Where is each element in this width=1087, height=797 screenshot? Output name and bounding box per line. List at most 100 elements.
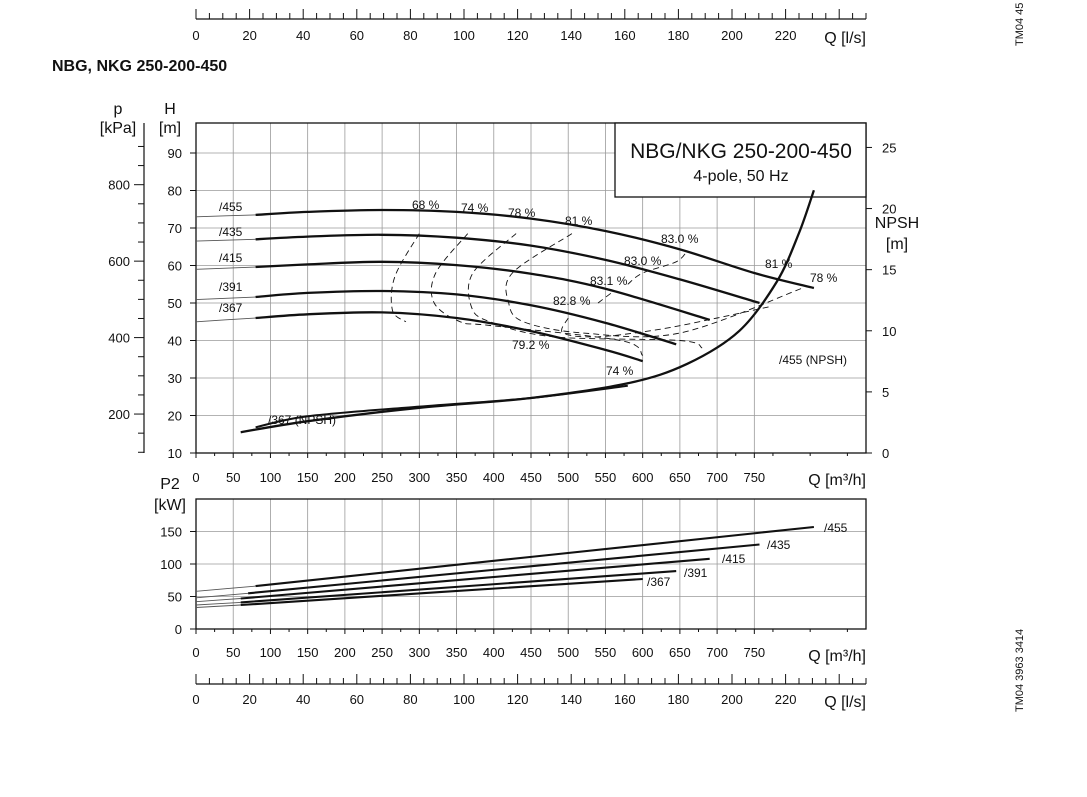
ls-top-tick-label-20: 20	[242, 28, 256, 43]
npsh-tick-label-10: 10	[882, 324, 896, 339]
power-y-tick-label-150: 150	[160, 525, 182, 540]
ls-bottom-tick-label-20: 20	[242, 692, 256, 707]
head-x-axis-label: Q [m³/h]	[808, 472, 866, 489]
head-chart: 0 50 100 150 200 250 300 350 400 450 500 550 600 650 7…	[100, 101, 919, 489]
power-x-tick-label-450: 450	[520, 645, 542, 660]
ls-top-tick-label-120: 120	[507, 28, 529, 43]
ls-top-tick-label-200: 200	[721, 28, 743, 43]
power-curve-415	[240, 557, 710, 600]
power-axis-symbol: P2	[160, 476, 180, 493]
head-x-tick-label-550: 550	[595, 470, 617, 485]
ls-top-tick-label-80: 80	[403, 28, 417, 43]
head-curve-391	[255, 289, 677, 346]
power-x-tick-label-550: 550	[595, 645, 617, 660]
power-curve-label-455: /455	[824, 521, 848, 535]
head-curve-extension-455	[195, 214, 256, 218]
ls-top-tick-label-60: 60	[350, 28, 364, 43]
head-x-tick-label-450: 450	[520, 470, 542, 485]
power-curve-367	[240, 577, 643, 607]
ls-bottom-tick-label-180: 180	[668, 692, 690, 707]
h-tick-label-70: 70	[168, 221, 182, 236]
efficiency-label-81-3: 81 %	[565, 214, 593, 228]
efficiency-label-78-2: 78 %	[508, 206, 536, 220]
efficiency-contour-78	[467, 233, 703, 349]
p-axis-symbol: p	[114, 101, 123, 118]
head-curve-label-435: /435	[219, 225, 243, 239]
power-x-tick-label-300: 300	[408, 645, 430, 660]
npsh-tick-label-15: 15	[882, 263, 896, 278]
npsh-curve-label-367: /367 (NPSH)	[268, 413, 336, 427]
ls-top-tick-label-140: 140	[560, 28, 582, 43]
power-y-tick-label-100: 100	[160, 557, 182, 572]
head-x-tick-label-750: 750	[743, 470, 765, 485]
ls-bottom-tick-label-60: 60	[350, 692, 364, 707]
power-curve-455	[255, 525, 815, 588]
head-curve-label-391: /391	[219, 280, 243, 294]
ls-bottom-tick-label-0: 0	[192, 692, 199, 707]
h-tick-label-80: 80	[168, 184, 182, 199]
power-curve-label-435: /435	[767, 538, 791, 552]
npsh-curve-455-npsh	[240, 189, 815, 434]
power-curve-391	[240, 570, 677, 604]
ls-top-tick-label-100: 100	[453, 28, 475, 43]
power-y-tick-label-0: 0	[175, 622, 182, 637]
power-x-tick-label-50: 50	[226, 645, 240, 660]
power-curve-label-391: /391	[684, 566, 708, 580]
power-x-tick-label-650: 650	[669, 645, 691, 660]
ls-top-tick-label-180: 180	[668, 28, 690, 43]
power-x-tick-label-250: 250	[371, 645, 393, 660]
power-curve-extension-435	[195, 592, 249, 599]
head-x-tick-label-150: 150	[297, 470, 319, 485]
p-tick-label-200: 200	[108, 407, 130, 422]
efficiency-label-83-0-5: 83.0 %	[624, 254, 662, 268]
power-curve-label-367: /367	[647, 575, 671, 589]
power-curve-extension-415	[195, 598, 241, 603]
power-x-axis-label: Q [m³/h]	[808, 648, 866, 665]
head-curve-label-367: /367	[219, 301, 243, 315]
head-x-tick-label-500: 500	[557, 470, 579, 485]
p-axis-unit: [kPa]	[100, 120, 136, 137]
head-curve-435	[255, 233, 760, 305]
ls-top-axis-label: Q [l/s]	[824, 30, 866, 47]
h-tick-label-60: 60	[168, 259, 182, 274]
ls-bottom-tick-label-220: 220	[775, 692, 797, 707]
head-x-tick-label-650: 650	[669, 470, 691, 485]
head-curve-455	[255, 208, 815, 290]
head-x-tick-label-200: 200	[334, 470, 356, 485]
ls-bottom-tick-label-40: 40	[296, 692, 310, 707]
efficiency-contour-82-8	[561, 306, 770, 338]
efficiency-label-79-2-8: 79.2 %	[512, 338, 550, 352]
head-curve-label-415: /415	[219, 251, 243, 265]
flow-ls-axis-bottom: 0 20 40 60 80 100 120 140 160 180 200 220 Q [l/s]	[192, 674, 867, 711]
power-x-tick-label-100: 100	[260, 645, 282, 660]
npsh-axis-symbol: NPSH	[875, 215, 919, 232]
p-tick-label-400: 400	[108, 331, 130, 346]
head-x-tick-label-700: 700	[706, 470, 728, 485]
head-x-tick-label-600: 600	[632, 470, 654, 485]
ls-bottom-tick-label-140: 140	[560, 692, 582, 707]
head-curve-367	[255, 311, 644, 363]
head-x-tick-label-0: 0	[192, 470, 199, 485]
power-x-tick-label-600: 600	[632, 645, 654, 660]
head-curve-extension-415	[195, 266, 256, 270]
npsh-axis-unit: [m]	[886, 236, 908, 253]
power-x-tick-label-350: 350	[446, 645, 468, 660]
efficiency-label-74-1: 74 %	[461, 201, 489, 215]
ls-top-tick-label-40: 40	[296, 28, 310, 43]
power-curve-435	[247, 543, 760, 595]
power-x-tick-label-400: 400	[483, 645, 505, 660]
power-curve-extension-391	[195, 601, 241, 606]
efficiency-label-83-1-6: 83.1 %	[590, 274, 628, 288]
document-code-bottom: TM04 3963 3414	[1014, 628, 1026, 712]
h-tick-label-30: 30	[168, 371, 182, 386]
power-x-tick-label-0: 0	[192, 645, 199, 660]
efficiency-contour-74	[430, 233, 644, 356]
h-tick-label-40: 40	[168, 334, 182, 349]
flow-ls-axis-top: 0 20 40 60 80 100 120 140 160 180 200 220 Q [l/s]	[192, 9, 867, 47]
power-x-tick-label-700: 700	[706, 645, 728, 660]
ls-top-tick-label-0: 0	[192, 28, 199, 43]
power-curve-extension-455	[195, 585, 256, 592]
ls-bottom-tick-label-160: 160	[614, 692, 636, 707]
ls-bottom-tick-label-200: 200	[721, 692, 743, 707]
chart-title-box	[614, 122, 867, 198]
